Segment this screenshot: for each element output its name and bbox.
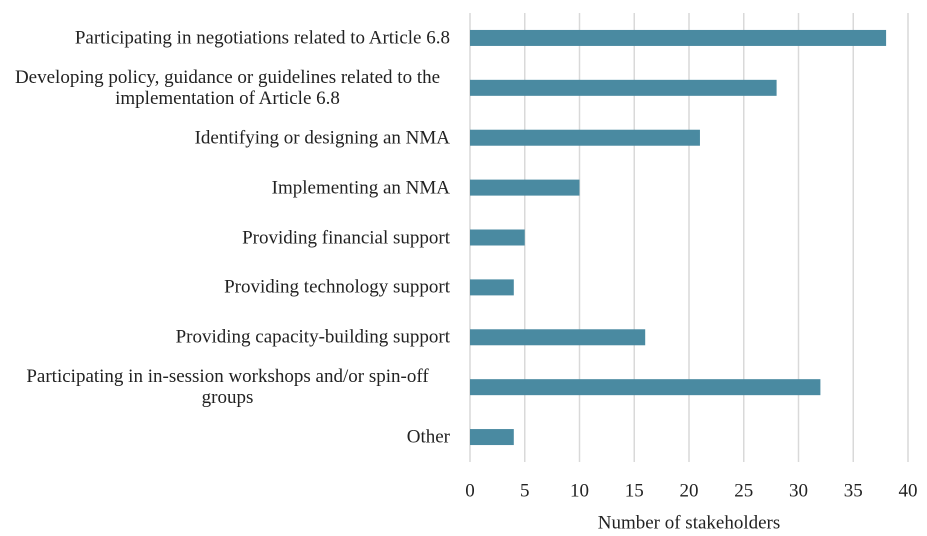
bar (470, 229, 525, 246)
x-tick-label: 15 (625, 480, 644, 501)
y-tick-label: Developing policy, guidance or guideline… (14, 66, 441, 109)
x-tick-label: 40 (899, 480, 918, 501)
bar (470, 79, 777, 96)
x-tick-label: 5 (520, 480, 530, 501)
y-tick-label: Providing financial support (242, 227, 450, 248)
bar (470, 29, 887, 46)
bar (470, 429, 514, 446)
bar (470, 329, 646, 346)
bar (470, 129, 700, 146)
x-tick-label: 0 (465, 480, 475, 501)
x-tick-label: 30 (789, 480, 808, 501)
x-tick-label: 35 (844, 480, 863, 501)
x-tick-label: 10 (570, 480, 589, 501)
y-tick-label: Identifying or designing an NMA (194, 127, 450, 149)
x-tick-label: 20 (680, 480, 699, 501)
y-tick-label: Implementing an NMA (271, 177, 450, 199)
x-tick-label: 25 (734, 480, 753, 501)
bar (470, 379, 821, 396)
y-tick-label: Providing technology support (224, 276, 450, 298)
y-tick-label: Participating in negotiations related to… (74, 27, 450, 49)
y-tick-label: Participating in in-session workshops an… (26, 366, 429, 409)
bar (470, 179, 580, 196)
bar (470, 279, 514, 296)
y-tick-label: Providing capacity-building support (175, 326, 450, 348)
y-tick-label: Other (406, 426, 450, 448)
x-axis-label: Number of stakeholders (598, 512, 781, 533)
